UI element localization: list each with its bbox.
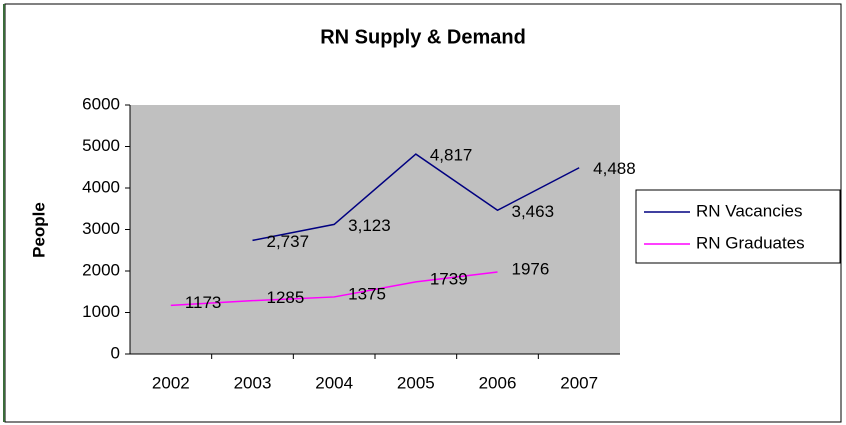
x-tick-label: 2007 — [560, 373, 598, 392]
legend-label: RN Graduates — [696, 233, 805, 252]
data-label: 1739 — [430, 269, 468, 288]
data-label: 3,123 — [348, 216, 391, 235]
data-label: 1976 — [512, 259, 550, 278]
data-label: 2,737 — [267, 232, 310, 251]
y-tick-label: 4000 — [82, 177, 120, 196]
y-axis-label: People — [29, 202, 48, 258]
y-tick-label: 5000 — [82, 136, 120, 155]
data-label: 1173 — [185, 293, 222, 312]
series-line — [170, 271, 498, 307]
y-tick-label: 1000 — [82, 302, 120, 321]
y-tick-label: 3000 — [82, 219, 120, 238]
series-line — [252, 153, 580, 242]
data-label: 4,817 — [430, 146, 473, 165]
x-tick-label: 2006 — [479, 373, 517, 392]
data-label: 1375 — [348, 284, 386, 303]
chart-title: RN Supply & Demand — [320, 26, 526, 48]
legend — [635, 189, 841, 264]
x-tick-label: 2005 — [397, 373, 435, 392]
plot-area — [130, 105, 620, 354]
y-tick-label: 2000 — [82, 260, 120, 279]
legend-label: RN Vacancies — [696, 201, 802, 220]
y-tick-label: 6000 — [82, 94, 120, 113]
x-tick-label: 2002 — [152, 373, 190, 392]
x-tick-label: 2003 — [234, 373, 272, 392]
y-tick-label: 0 — [111, 343, 120, 362]
data-label: 1285 — [267, 288, 305, 307]
x-tick-label: 2004 — [315, 373, 353, 392]
data-label: 3,463 — [512, 202, 555, 221]
data-label: 4,488 — [593, 159, 636, 178]
